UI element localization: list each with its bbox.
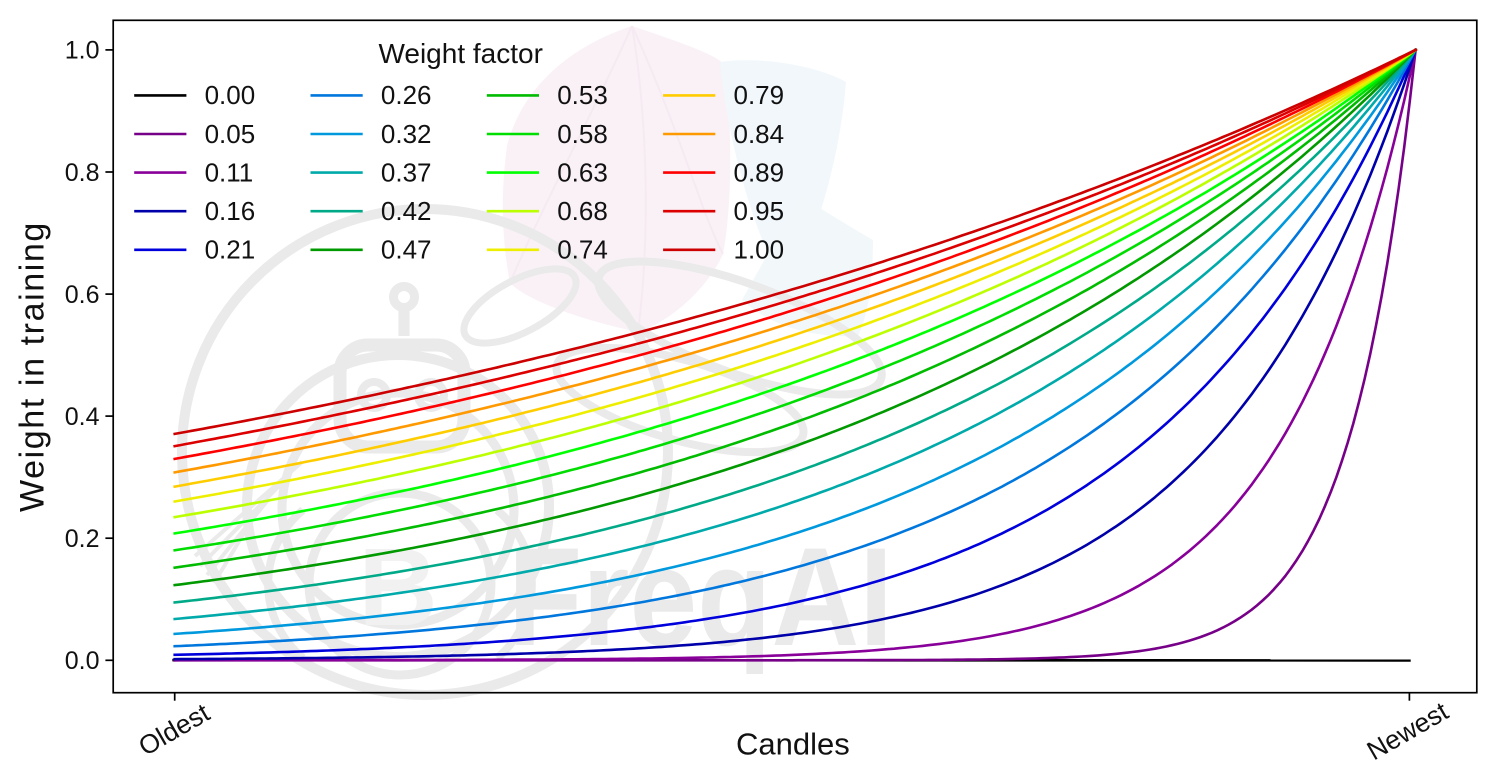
svg-text:FreqAI: FreqAI: [508, 518, 893, 675]
svg-text:0.6: 0.6: [65, 281, 100, 309]
svg-text:Weight in training: Weight in training: [14, 221, 52, 512]
svg-text:0.21: 0.21: [205, 235, 256, 265]
svg-text:0.11: 0.11: [205, 157, 254, 187]
svg-text:0.89: 0.89: [734, 157, 785, 187]
svg-text:0.63: 0.63: [557, 157, 608, 187]
svg-text:0.0: 0.0: [65, 647, 100, 675]
svg-text:0.42: 0.42: [381, 196, 432, 226]
svg-text:0.4: 0.4: [65, 403, 100, 431]
svg-text:0.8: 0.8: [65, 159, 100, 187]
svg-text:0.74: 0.74: [557, 235, 608, 265]
svg-text:0.26: 0.26: [381, 80, 432, 110]
svg-text:Weight factor: Weight factor: [378, 38, 542, 69]
svg-text:1.0: 1.0: [65, 37, 100, 65]
svg-text:0.79: 0.79: [734, 80, 785, 110]
svg-text:0.68: 0.68: [557, 196, 608, 226]
svg-text:0.2: 0.2: [65, 525, 100, 553]
svg-text:0.53: 0.53: [557, 80, 608, 110]
svg-text:0.05: 0.05: [205, 119, 256, 149]
svg-text:0.16: 0.16: [205, 196, 256, 226]
svg-text:0.47: 0.47: [381, 235, 432, 265]
svg-text:0.84: 0.84: [734, 119, 785, 149]
svg-text:1.00: 1.00: [734, 235, 785, 265]
svg-text:0.58: 0.58: [557, 119, 608, 149]
svg-text:Candles: Candles: [736, 727, 850, 762]
svg-text:0.00: 0.00: [205, 80, 256, 110]
svg-text:0.37: 0.37: [381, 157, 432, 187]
svg-text:0.32: 0.32: [381, 119, 432, 149]
svg-text:0.95: 0.95: [734, 196, 785, 226]
